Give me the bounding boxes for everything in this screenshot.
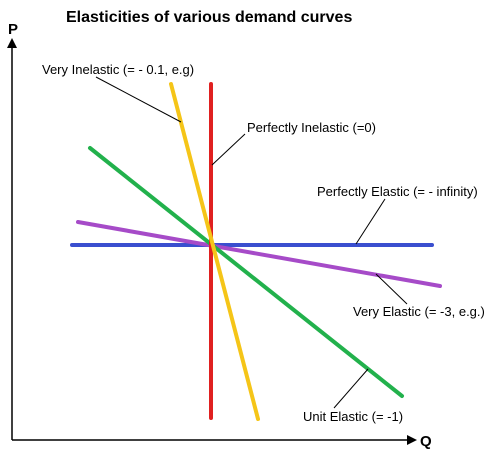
perfectly-inelastic-label: Perfectly Inelastic (=0) <box>247 120 376 135</box>
very-elastic-curve <box>76 220 442 288</box>
unit-elastic-curve <box>88 146 404 398</box>
unit-elastic-label: Unit Elastic (= -1) <box>303 409 403 424</box>
very-inelastic-curve <box>169 82 260 421</box>
curve-labels: Very Inelastic (= - 0.1, e.g) Perfectly … <box>42 62 485 424</box>
perfectly-elastic-label: Perfectly Elastic (= - infinity) <box>317 184 478 199</box>
x-axis-label: Q <box>420 433 432 450</box>
x-axis-arrowhead <box>407 435 417 445</box>
y-axis-arrowhead <box>7 38 17 48</box>
very-elastic-label: Very Elastic (= -3, e.g.) <box>353 304 485 319</box>
diagram-title: Elasticities of various demand curves <box>66 9 352 26</box>
very-inelastic-label: Very Inelastic (= - 0.1, e.g) <box>42 62 194 77</box>
y-axis-label: P <box>8 21 18 38</box>
perfectly-inelastic-leader <box>211 133 246 166</box>
perfectly-elastic-leader <box>355 198 386 245</box>
leader-lines <box>95 76 408 409</box>
very-inelastic-leader <box>95 76 182 123</box>
axes: P Q <box>7 21 432 450</box>
unit-elastic-leader <box>333 368 369 409</box>
very-elastic-leader <box>375 273 408 305</box>
demand-curves <box>70 82 442 421</box>
